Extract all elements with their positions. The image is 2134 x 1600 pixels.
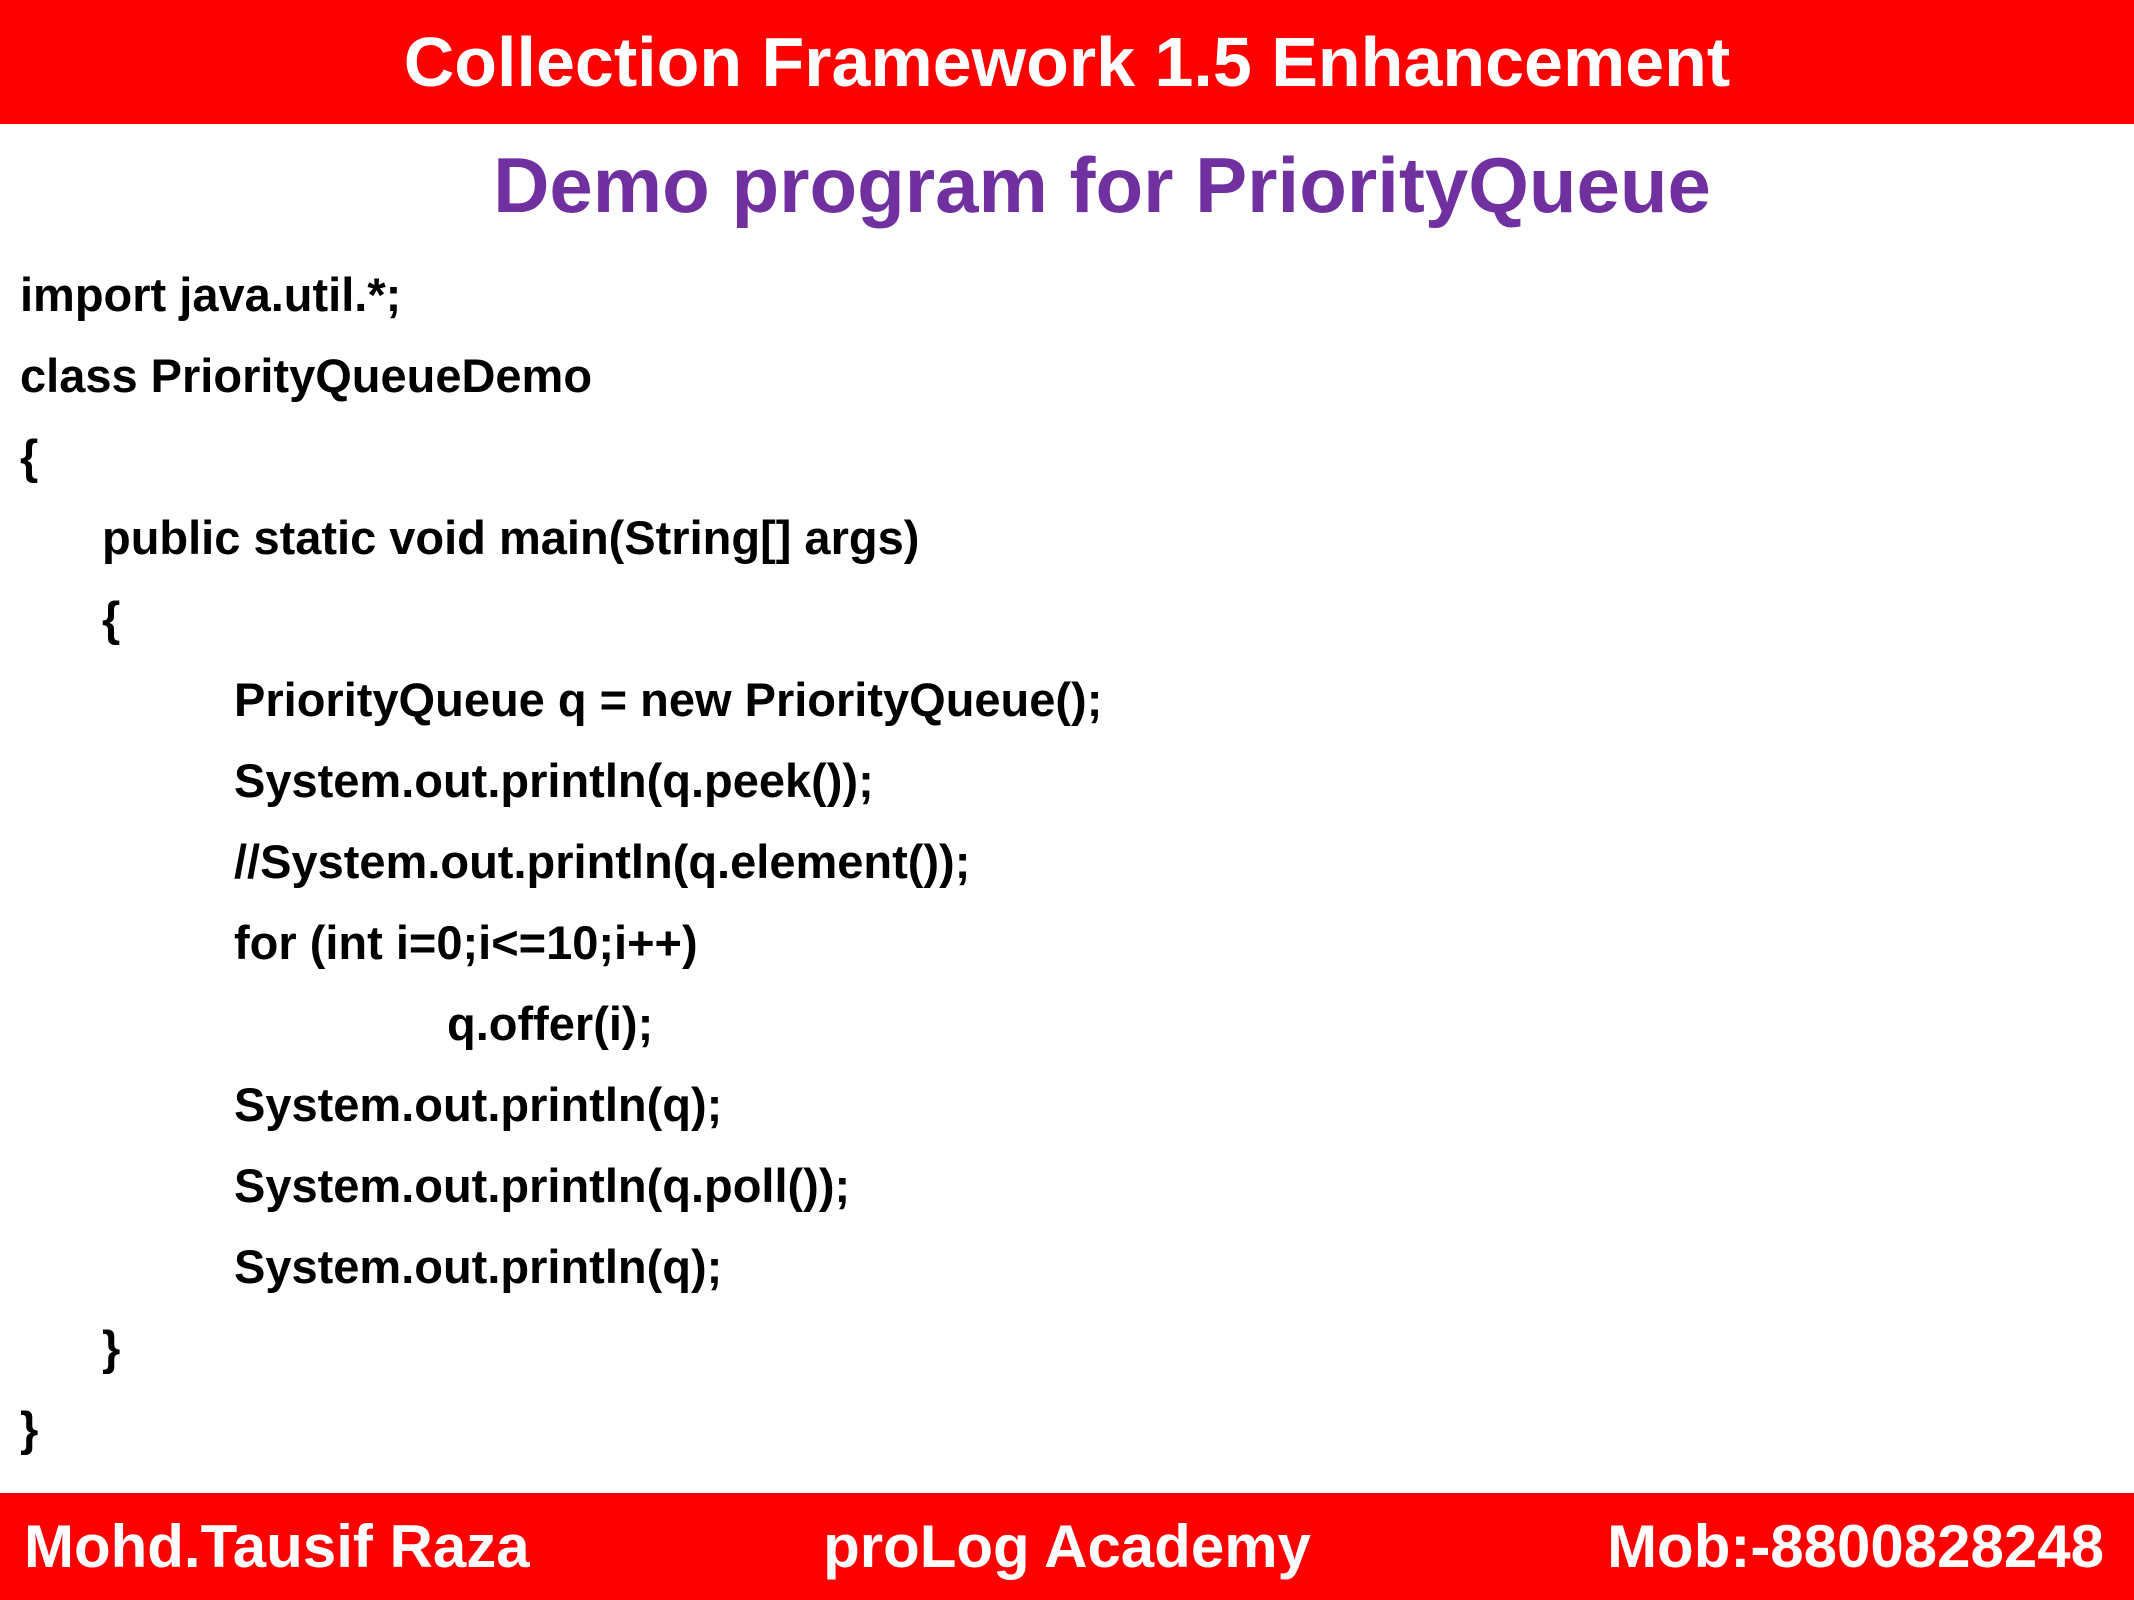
footer-author: Mohd.Tausif Raza: [24, 1513, 530, 1580]
code-line: {: [20, 430, 39, 483]
footer-contact: Mob:-8800828248: [1607, 1513, 2104, 1580]
code-line: import java.util.*;: [20, 268, 402, 321]
code-line: for (int i=0;i<=10;i++): [234, 916, 698, 969]
code-line: class PriorityQueueDemo: [20, 349, 593, 402]
slide-subtitle: Demo program for PriorityQueue: [493, 141, 1711, 229]
code-block: import java.util.*; class PriorityQueueDe…: [20, 262, 2110, 1477]
code-line: System.out.println(q.peek());: [234, 754, 874, 807]
code-line: }: [102, 1321, 121, 1374]
code-line: System.out.println(q);: [234, 1078, 723, 1131]
code-line: }: [20, 1402, 39, 1455]
code-line: System.out.println(q.poll());: [234, 1159, 851, 1212]
footer-academy: proLog Academy: [823, 1513, 1311, 1580]
header-bar: Collection Framework 1.5 Enhancement: [0, 0, 2134, 124]
code-line: System.out.println(q);: [234, 1240, 723, 1293]
slide-title: Collection Framework 1.5 Enhancement: [403, 23, 1731, 101]
code-line: {: [102, 592, 121, 645]
code-line: //System.out.println(q.element());: [234, 835, 971, 888]
code-line: PriorityQueue q = new PriorityQueue();: [234, 673, 1103, 726]
footer-bar: Mohd.Tausif Raza proLog Academy Mob:-880…: [0, 1493, 2134, 1600]
code-line: public static void main(String[] args): [102, 511, 920, 564]
code-line: q.offer(i);: [447, 997, 654, 1050]
